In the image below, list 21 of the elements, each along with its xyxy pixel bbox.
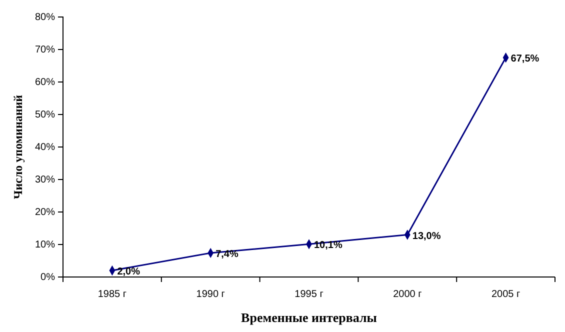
x-tick-label: 1990 г — [196, 289, 226, 300]
x-tick-label: 2000 г — [393, 289, 422, 300]
y-tick-label: 50% — [34, 110, 56, 121]
y-tick-label: 40% — [34, 142, 56, 154]
y-tick-label: 30% — [34, 174, 56, 186]
y-tick-label: 0% — [40, 272, 56, 284]
data-label: 13,0% — [412, 230, 441, 242]
y-tick-label: 80% — [34, 12, 56, 24]
y-axis-title: Число упоминаний — [11, 94, 25, 200]
x-tick-label: 1985 г — [98, 289, 127, 300]
y-tick-label: 20% — [34, 207, 56, 218]
data-label: 10,1% — [314, 240, 342, 252]
data-label: 67,5% — [510, 54, 540, 65]
x-tick-label: 1995 г — [294, 289, 324, 300]
y-tick-label: 60% — [34, 77, 56, 88]
data-label: 7,4% — [216, 248, 238, 260]
x-tick-label: 2005 г — [491, 289, 520, 300]
y-tick-label: 70% — [34, 44, 56, 56]
data-label: 2,0% — [117, 266, 140, 278]
x-axis-title: Временные интервалы — [241, 310, 377, 325]
y-tick-label: 10% — [34, 240, 56, 251]
